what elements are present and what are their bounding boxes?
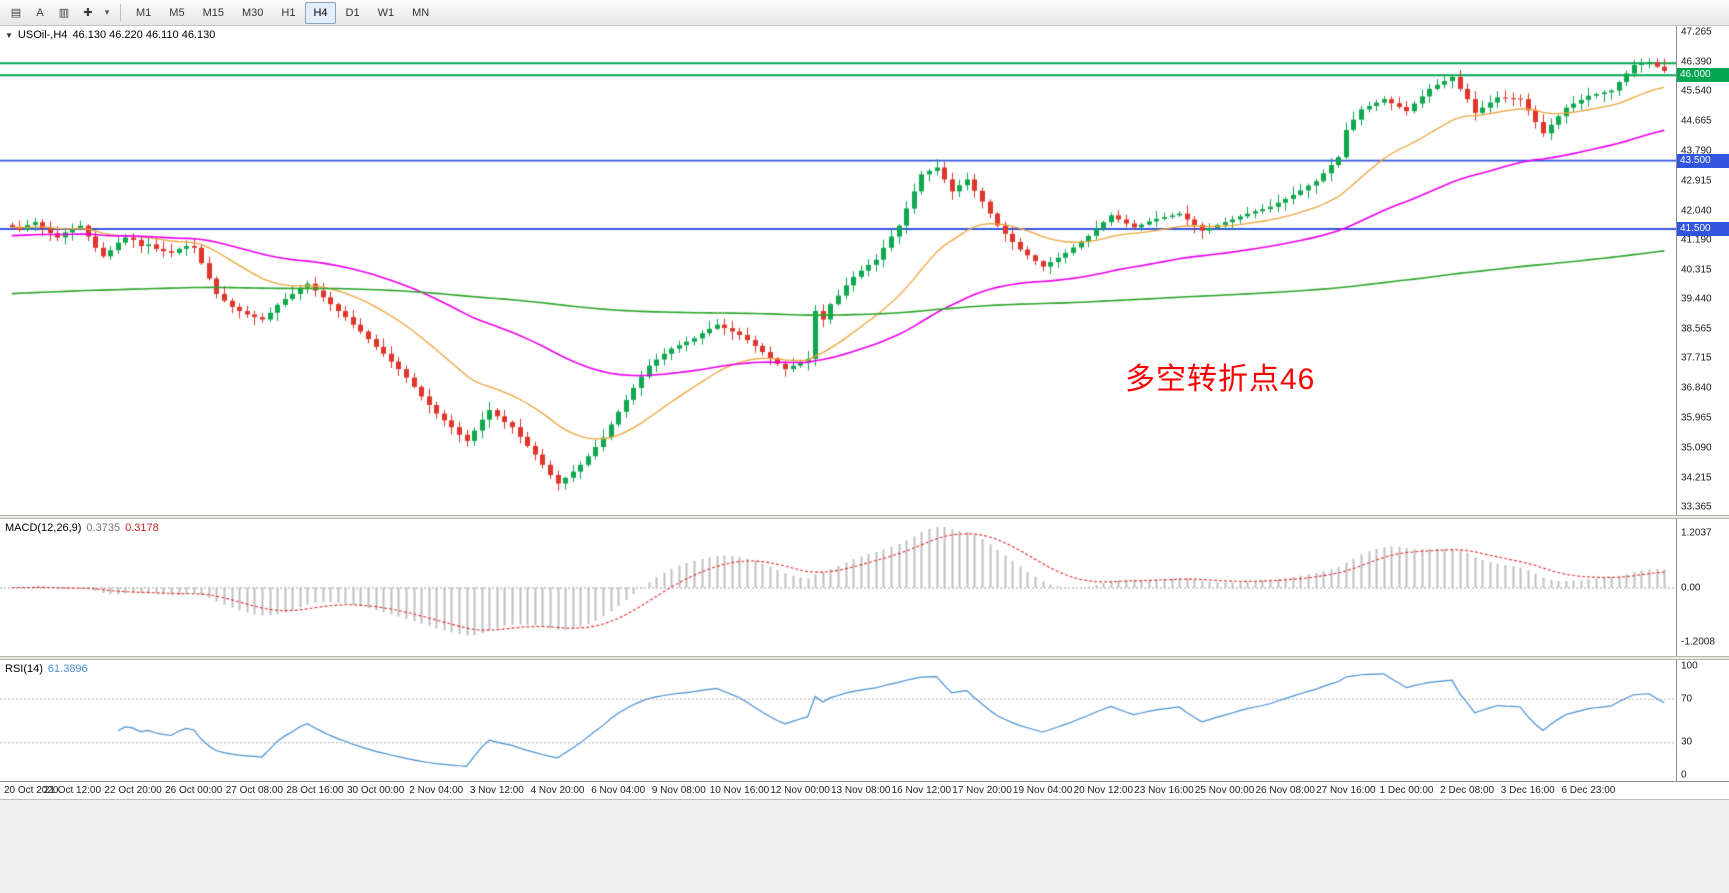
price-tick: 35.090 (1681, 442, 1712, 454)
timeframe-h4[interactable]: H4 (305, 1, 336, 24)
rsi-name: RSI(14) (5, 663, 43, 675)
rsi-tick: 30 (1681, 736, 1693, 748)
dropdown-caret-icon[interactable]: ▾ (104, 7, 110, 17)
time-axis-label: 23 Nov 16:00 (1134, 785, 1194, 796)
chart-annotation: 多空转折点46 (1125, 363, 1316, 396)
time-axis-label: 3 Nov 12:00 (469, 785, 524, 796)
rsi-panel: RSI(14) 61.3896 100 70 30 0 (0, 660, 1729, 781)
macd-tick: 1.2037 (1681, 527, 1712, 539)
timeframe-group: M1 M5 M15 M30 H1 H4 D1 W1 MN (127, 1, 438, 24)
price-chart-canvas[interactable] (0, 26, 1676, 515)
price-tick: 47.265 (1681, 26, 1712, 38)
time-axis-label: 22 Oct 20:00 (104, 785, 162, 796)
panel-splitter[interactable] (0, 656, 1729, 660)
price-tick: 43.790 (1681, 145, 1712, 157)
rsi-canvas[interactable] (0, 660, 1676, 781)
rsi-tick: 70 (1681, 693, 1693, 705)
price-tick: 34.215 (1681, 472, 1712, 484)
time-axis-label: 27 Nov 16:00 (1316, 785, 1376, 796)
timeframe-d1[interactable]: D1 (345, 6, 360, 19)
time-axis-label: 21 Oct 12:00 (43, 785, 102, 796)
time-axis-label: 28 Oct 16:00 (286, 785, 344, 796)
time-axis-label: 6 Nov 04:00 (591, 785, 646, 796)
time-axis[interactable]: 20 Oct 2020 21 Oct 12:00 22 Oct 20:00 26 Oc… (0, 781, 1729, 799)
time-axis-label: 26 Oct 00:00 (165, 785, 223, 796)
price-tick: 45.540 (1681, 85, 1712, 97)
macd-tick: -1.2008 (1681, 636, 1715, 648)
price-tick: 36.840 (1681, 382, 1712, 394)
panel-splitter[interactable] (0, 515, 1729, 519)
time-axis-label: 2 Dec 08:00 (1440, 785, 1495, 796)
window-background (0, 799, 1729, 893)
timeframe-m15[interactable]: M15 (202, 6, 224, 19)
timeframe-m1[interactable]: M1 (136, 6, 152, 19)
price-level-tag: 46.000 (1677, 68, 1729, 83)
macd-signal-value: 0.3178 (125, 522, 159, 534)
toolbar-separator (120, 4, 121, 21)
price-level-tag: 43.500 (1677, 153, 1729, 168)
rsi-scale[interactable]: 100 70 30 0 (1676, 660, 1729, 781)
price-tick: 37.715 (1681, 352, 1712, 364)
rsi-tick: 0 (1681, 769, 1687, 781)
time-axis-label: 12 Nov 00:00 (770, 785, 830, 796)
template-button[interactable]: ▥ (58, 7, 70, 19)
price-tick: 44.665 (1681, 115, 1712, 127)
rsi-tick: 100 (1681, 660, 1698, 672)
macd-canvas[interactable] (0, 519, 1676, 656)
price-tick: 40.315 (1681, 264, 1712, 275)
time-axis-label: 9 Nov 08:00 (651, 785, 706, 796)
ohlc-values: 46.130 46.220 46.110 46.130 (72, 29, 216, 41)
chart-title: ▼ USOil-,H4 46.130 46.220 46.110 46.130 (5, 29, 215, 41)
price-level-tag: 41.500 (1677, 222, 1729, 236)
rsi-label: RSI(14) 61.3896 (5, 663, 88, 675)
time-axis-label: 17 Nov 20:00 (952, 785, 1012, 796)
price-tick: 39.440 (1681, 293, 1712, 305)
macd-scale[interactable]: 1.2037 0.00 -1.2008 (1676, 519, 1729, 656)
font-button[interactable]: A (36, 6, 44, 19)
price-tick: 41.190 (1681, 234, 1712, 246)
price-tick: 46.390 (1681, 56, 1712, 68)
time-axis-label: 30 Oct 00:00 (346, 785, 405, 796)
time-axis-label: 6 Dec 23:00 (1561, 785, 1616, 796)
timeframe-w1[interactable]: W1 (377, 6, 395, 19)
symbol-timeframe-label: USOil-,H4 (17, 29, 68, 41)
price-tick: 35.965 (1681, 412, 1712, 424)
time-axis-label: 20 Nov 12:00 (1073, 785, 1134, 796)
time-axis-label: 27 Oct 08:00 (225, 785, 283, 796)
timeframe-mn[interactable]: MN (412, 6, 430, 19)
time-axis-label: 20 Oct 2020 (4, 785, 59, 796)
price-tick: 42.915 (1681, 175, 1712, 187)
time-axis-label: 16 Nov 12:00 (891, 785, 952, 796)
macd-label: MACD(12,26,9) 0.3735 0.3178 (5, 522, 159, 534)
timeframe-h1[interactable]: H1 (281, 6, 296, 19)
time-axis-label: 3 Dec 16:00 (1500, 785, 1555, 796)
price-tick: 38.565 (1681, 323, 1712, 335)
macd-panel: MACD(12,26,9) 0.3735 0.3178 1.2037 0.00 -1… (0, 519, 1729, 656)
price-tick: 42.040 (1681, 205, 1712, 217)
macd-tick: 0.00 (1681, 582, 1701, 593)
price-scale[interactable]: 47.265 46.390 45.540 44.665 43.790 42.915 42.0… (1676, 26, 1729, 515)
time-axis-label: 4 Nov 20:00 (530, 785, 585, 796)
rsi-value: 61.3896 (47, 663, 88, 675)
macd-main-value: 0.3735 (86, 522, 121, 534)
collapse-arrow-icon[interactable]: ▼ (5, 30, 13, 40)
toolbar: ▤ A ▥ ✚ ▾ M1 M5 M15 M30 H1 H4 D1 W1 MN (0, 0, 1729, 26)
price-chart-panel: ▼ USOil-,H4 46.130 46.220 46.110 46.130 … (0, 26, 1729, 515)
time-axis-label: 26 Nov 08:00 (1255, 785, 1315, 796)
macd-name: MACD(12,26,9) (5, 522, 82, 534)
time-axis-label: 1 Dec 00:00 (1379, 785, 1434, 796)
window-handle-icon[interactable]: ▤ (10, 7, 22, 19)
time-axis-label: 25 Nov 00:00 (1194, 785, 1255, 796)
time-axis-label: 10 Nov 16:00 (709, 785, 770, 796)
crosshair-button[interactable]: ✚ (83, 7, 93, 19)
timeframe-m30[interactable]: M30 (241, 6, 264, 19)
time-axis-label: 2 Nov 04:00 (409, 785, 464, 796)
time-axis-label: 19 Nov 04:00 (1012, 785, 1073, 796)
timeframe-m5[interactable]: M5 (169, 6, 185, 19)
price-tick: 33.365 (1681, 501, 1712, 513)
time-axis-label: 13 Nov 08:00 (830, 785, 891, 796)
